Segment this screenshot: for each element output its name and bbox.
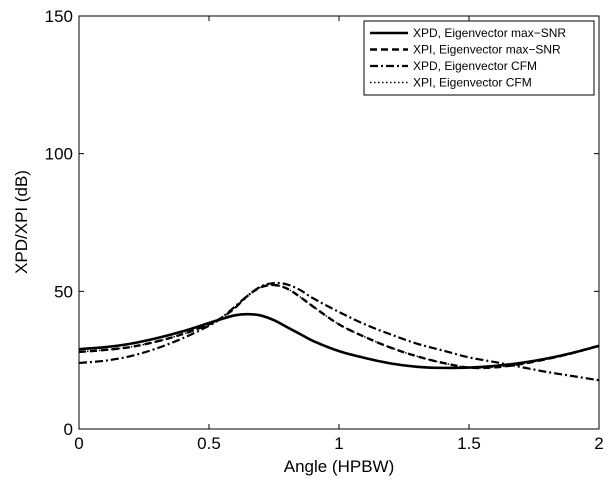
y-axis-label: XPD/XPI (dB) — [12, 170, 31, 274]
series-line-3 — [78, 281, 600, 382]
series-line-4 — [78, 284, 600, 369]
series-line-2 — [78, 283, 600, 370]
x-tick-label: 0 — [74, 434, 83, 453]
legend: XPD, Eigenvector max−SNR XPI, Eigenvector… — [363, 20, 595, 96]
y-tick-label: 150 — [45, 7, 73, 26]
y-tick-label: 100 — [45, 145, 73, 164]
series-layer — [78, 281, 600, 382]
x-tick-label: 2 — [594, 434, 603, 453]
ticks-layer: 0 0.5 1 1.5 2 0 50 100 150 — [45, 7, 604, 453]
y-tick-label: 50 — [54, 282, 73, 301]
legend-label-1: XPD, Eigenvector max−SNR — [413, 26, 566, 40]
legend-label-2: XPI, Eigenvector max−SNR — [413, 43, 561, 57]
x-axis-label: Angle (HPBW) — [284, 457, 395, 476]
x-tick-label: 1 — [334, 434, 343, 453]
y-tick-label: 0 — [64, 420, 73, 439]
x-tick-label: 1.5 — [457, 434, 481, 453]
legend-label-4: XPI, Eigenvector CFM — [413, 76, 532, 90]
series-line-1 — [78, 312, 600, 370]
legend-label-3: XPD, Eigenvector CFM — [413, 59, 537, 73]
x-tick-label: 0.5 — [197, 434, 221, 453]
